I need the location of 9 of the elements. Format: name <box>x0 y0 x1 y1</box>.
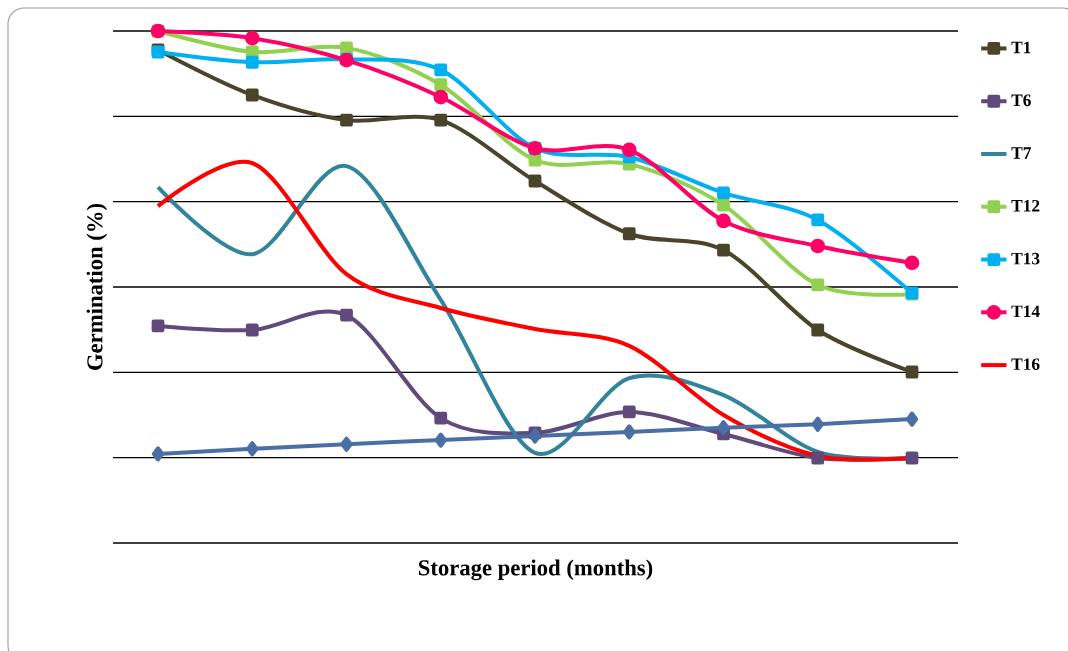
legend-label: T12 <box>1011 199 1040 212</box>
y-axis-title: Germination (%) <box>86 203 108 370</box>
legend-label: T1 <box>1011 41 1031 54</box>
legend-label: T13 <box>1011 252 1040 265</box>
x-axis-title: Storage period (months) <box>418 559 653 581</box>
legend-label: T14 <box>1011 305 1040 318</box>
legend-label: T16 <box>1011 358 1040 371</box>
legend-label: T6 <box>1011 94 1031 107</box>
legend-label: T7 <box>1011 147 1031 159</box>
